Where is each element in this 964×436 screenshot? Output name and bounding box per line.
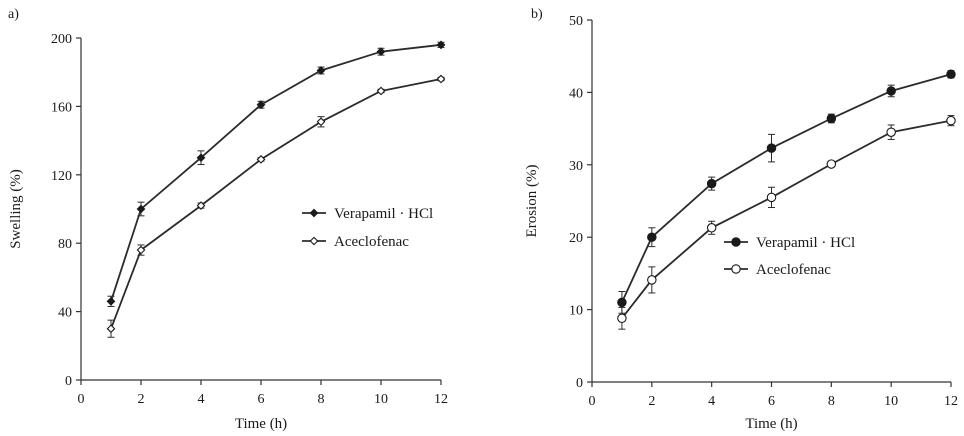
panel-label: a)	[8, 7, 19, 22]
legend-label: Aceclofenac	[756, 262, 831, 278]
data-point	[826, 113, 837, 124]
data-point	[886, 86, 896, 96]
data-point	[196, 201, 206, 210]
x-tick-label: 12	[434, 392, 448, 407]
y-tick-label: 30	[569, 159, 583, 174]
legend-marker	[309, 208, 319, 218]
legend-label: Aceclofenac	[334, 234, 409, 250]
data-point	[617, 297, 627, 308]
data-point	[136, 204, 146, 214]
x-axis-label: Time (h)	[745, 416, 797, 432]
data-point	[826, 159, 837, 169]
data-point	[647, 232, 657, 242]
legend-marker	[731, 264, 741, 274]
series-verapamil	[617, 69, 956, 314]
legend-marker	[309, 236, 319, 246]
data-point	[376, 86, 386, 96]
data-point	[766, 192, 777, 203]
y-tick-label: 0	[576, 376, 583, 391]
data-point	[436, 40, 446, 50]
legend-label: Verapamil · HCl	[756, 235, 855, 251]
data-point	[946, 115, 956, 126]
x-tick-label: 2	[648, 394, 655, 409]
y-tick-label: 80	[58, 237, 72, 252]
data-point	[316, 117, 326, 127]
data-point	[706, 178, 717, 189]
data-point	[256, 155, 266, 164]
y-tick-label: 0	[65, 374, 72, 389]
data-point	[136, 245, 146, 255]
x-axis-label: Time (h)	[235, 416, 287, 432]
x-tick-label: 10	[884, 394, 898, 409]
y-tick-label: 10	[569, 304, 583, 319]
data-point	[946, 69, 956, 80]
legend-entry: Verapamil · HCl	[724, 235, 855, 251]
x-tick-label: 6	[258, 392, 265, 407]
data-point	[766, 143, 777, 153]
y-tick-label: 40	[569, 86, 583, 101]
data-point	[617, 313, 627, 324]
data-point	[647, 275, 657, 285]
x-tick-label: 6	[768, 394, 775, 409]
y-axis-label: Erosion (%)	[524, 165, 540, 238]
x-tick-label: 12	[944, 394, 958, 409]
series-aceclofenac	[106, 74, 446, 338]
series-line	[110, 43, 442, 302]
panel-label: b)	[531, 7, 543, 22]
legend-marker	[731, 237, 741, 247]
x-tick-label: 8	[318, 392, 325, 407]
x-tick-label: 10	[374, 392, 388, 407]
chart-erosion: b) 0 2 4 6 8 10 12 0 10 20 30 40 50 Time (h) Erosion (%…	[524, 7, 958, 432]
series-verapamil	[106, 40, 446, 307]
series-line	[110, 78, 442, 330]
data-point	[106, 296, 116, 306]
y-tick-label: 40	[58, 306, 72, 321]
y-tick-label: 50	[569, 14, 583, 29]
x-tick-label: 0	[589, 394, 596, 409]
legend-entry: Aceclofenac	[724, 262, 831, 278]
data-point	[436, 74, 446, 84]
y-tick-label: 160	[51, 100, 72, 115]
legend-entry: Aceclofenac	[302, 234, 409, 250]
y-axis-label: Swelling (%)	[8, 169, 24, 249]
data-point	[256, 100, 266, 110]
data-point	[376, 47, 386, 57]
data-point	[106, 324, 116, 334]
x-tick-label: 8	[828, 394, 835, 409]
data-point	[196, 153, 206, 163]
data-point	[706, 223, 717, 233]
y-tick-label: 120	[51, 169, 72, 184]
series-aceclofenac	[617, 115, 956, 330]
y-tick-label: 20	[569, 231, 583, 246]
y-tick-label: 200	[51, 32, 72, 47]
data-point	[886, 127, 896, 137]
x-tick-label: 0	[78, 392, 85, 407]
legend-label: Verapamil · HCl	[334, 206, 433, 222]
x-tick-label: 4	[198, 392, 205, 407]
legend-entry: Verapamil · HCl	[302, 206, 433, 222]
x-tick-label: 4	[708, 394, 715, 409]
data-point	[316, 66, 326, 75]
x-tick-label: 2	[138, 392, 145, 407]
